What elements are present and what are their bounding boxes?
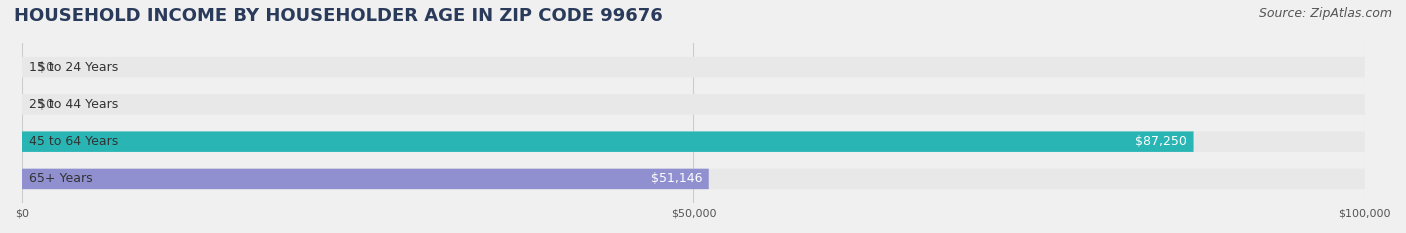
FancyBboxPatch shape bbox=[22, 169, 1365, 189]
FancyBboxPatch shape bbox=[22, 169, 709, 189]
Text: HOUSEHOLD INCOME BY HOUSEHOLDER AGE IN ZIP CODE 99676: HOUSEHOLD INCOME BY HOUSEHOLDER AGE IN Z… bbox=[14, 7, 662, 25]
Text: Source: ZipAtlas.com: Source: ZipAtlas.com bbox=[1258, 7, 1392, 20]
Text: $0: $0 bbox=[38, 61, 53, 74]
Text: $87,250: $87,250 bbox=[1135, 135, 1187, 148]
Text: 65+ Years: 65+ Years bbox=[28, 172, 93, 185]
FancyBboxPatch shape bbox=[22, 131, 1194, 152]
Text: $0: $0 bbox=[38, 98, 53, 111]
FancyBboxPatch shape bbox=[22, 94, 1365, 115]
Text: 45 to 64 Years: 45 to 64 Years bbox=[28, 135, 118, 148]
Text: 25 to 44 Years: 25 to 44 Years bbox=[28, 98, 118, 111]
Text: $51,146: $51,146 bbox=[651, 172, 702, 185]
FancyBboxPatch shape bbox=[22, 57, 1365, 77]
Text: 15 to 24 Years: 15 to 24 Years bbox=[28, 61, 118, 74]
FancyBboxPatch shape bbox=[22, 131, 1365, 152]
